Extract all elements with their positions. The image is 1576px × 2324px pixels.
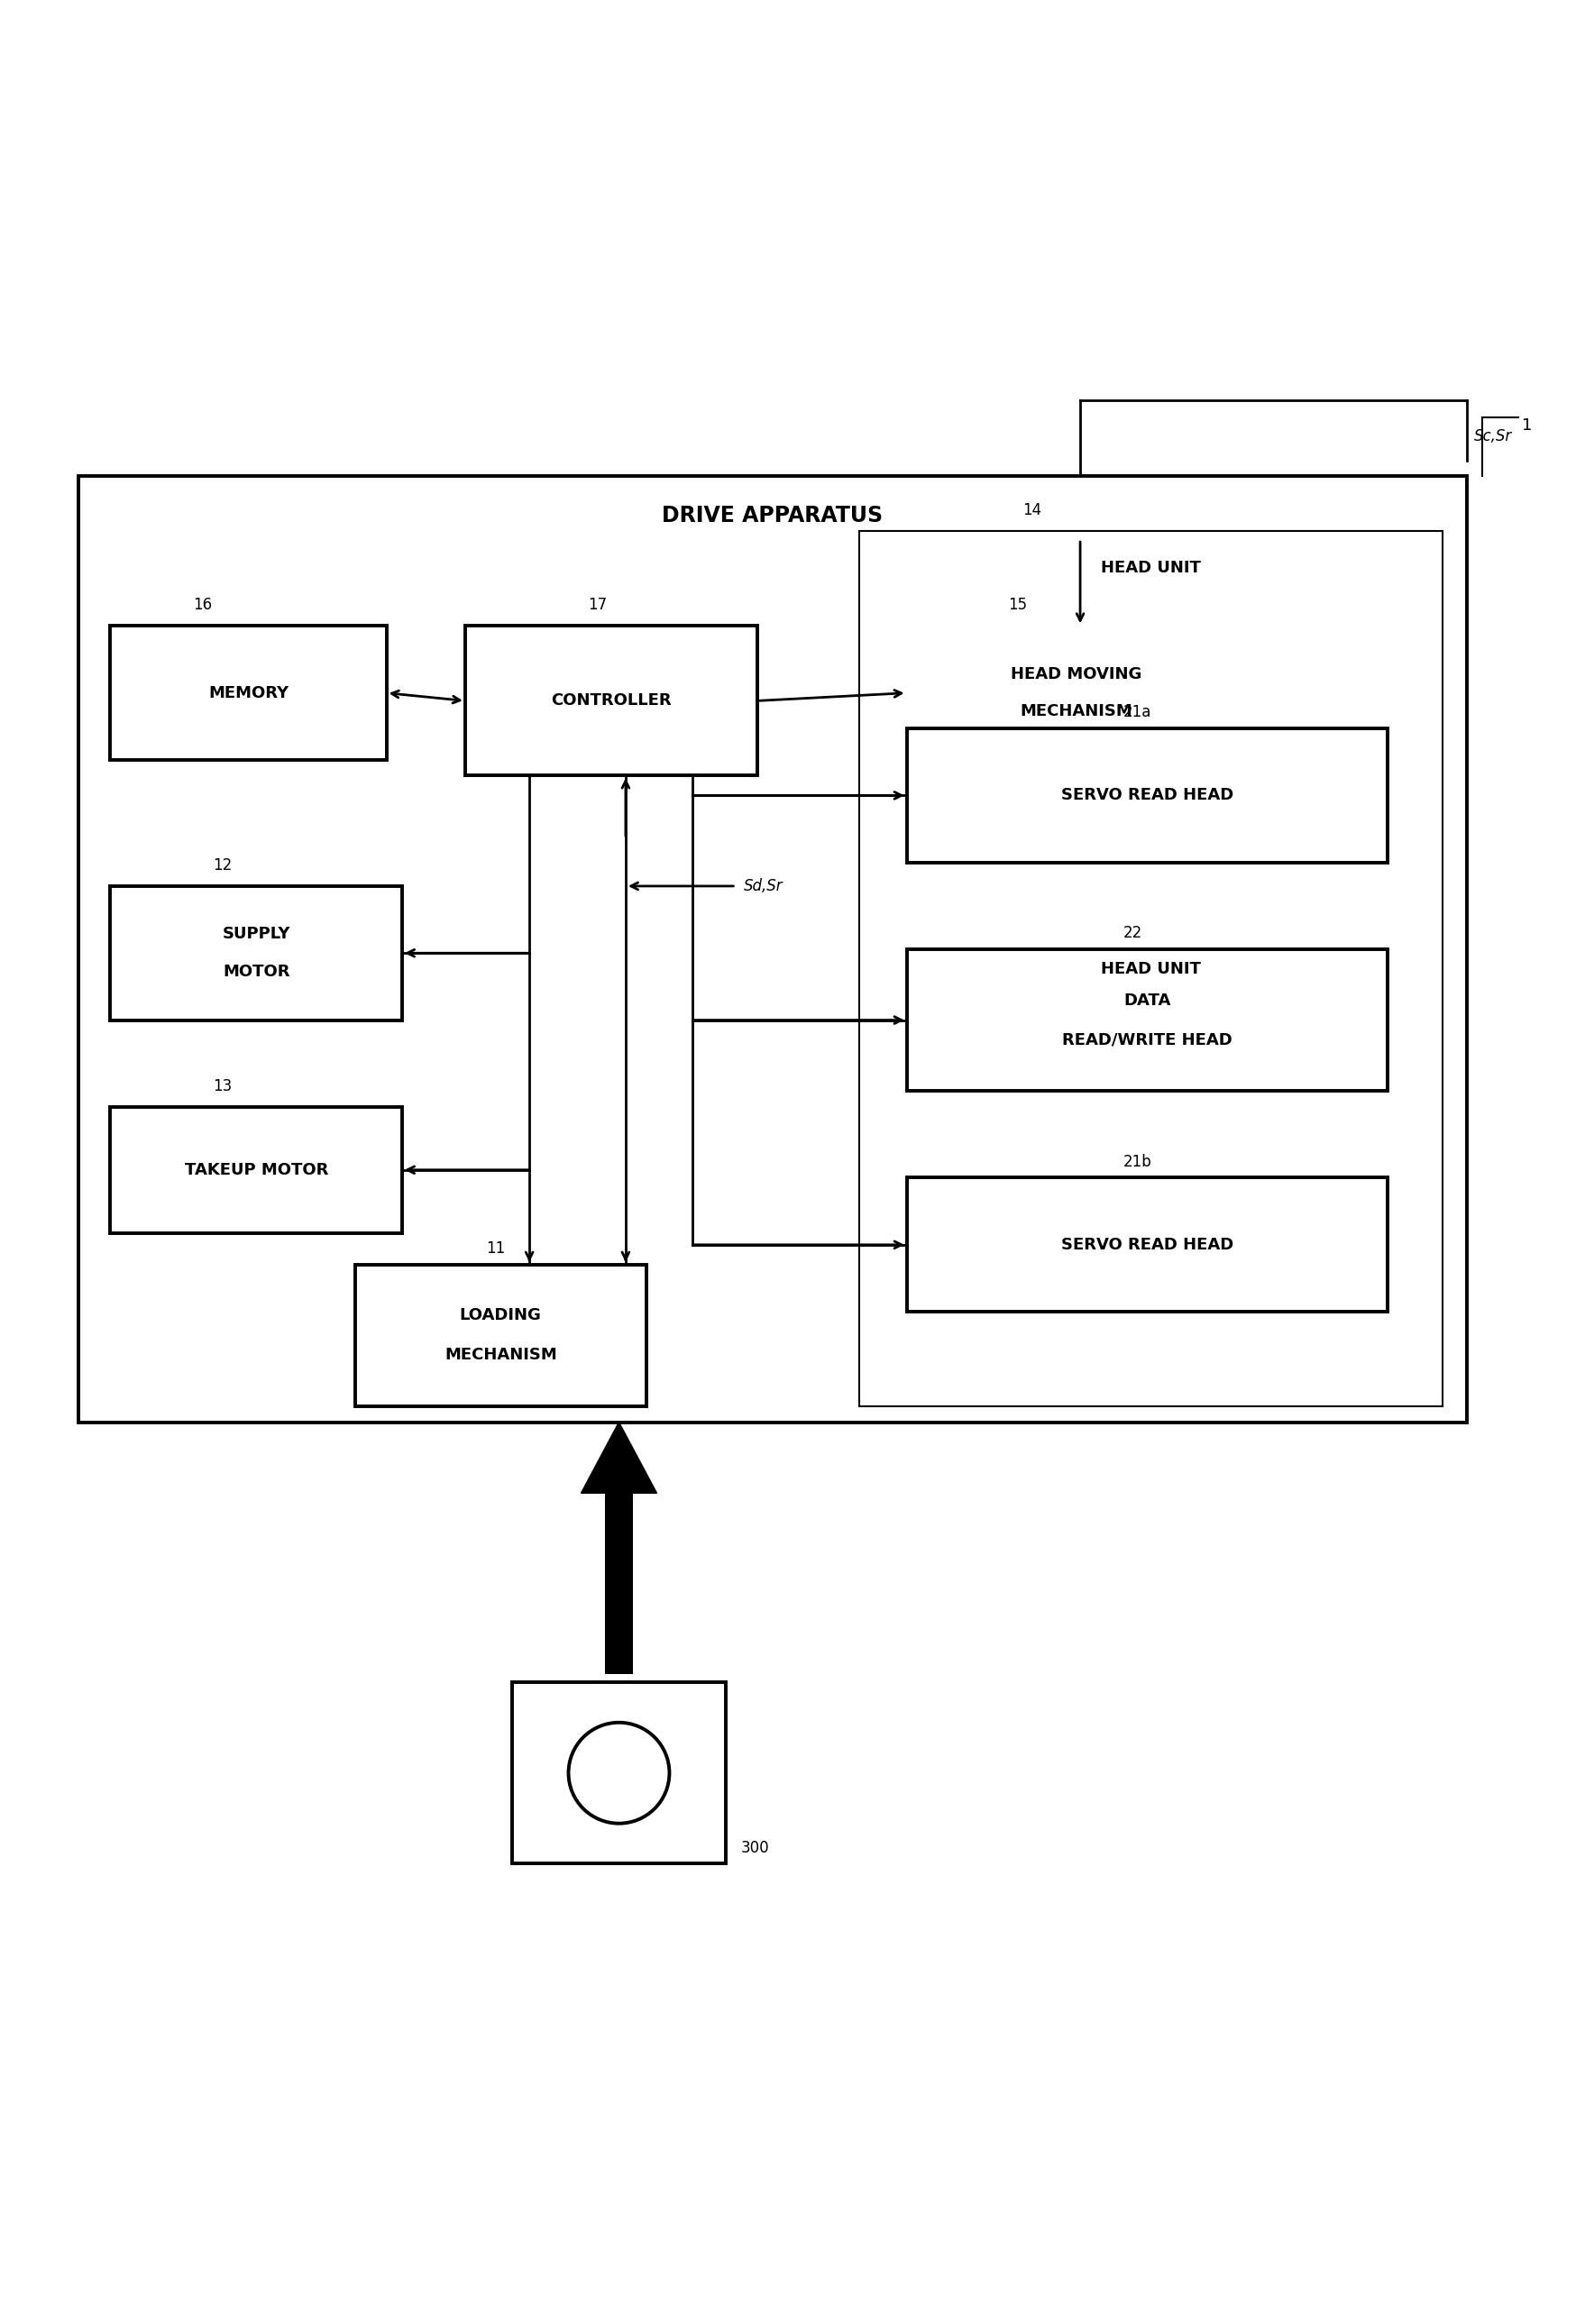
Bar [605,1492,632,1673]
Bar [906,625,1245,760]
Text: SUPPLY: SUPPLY [222,927,290,944]
Polygon shape [580,1422,656,1492]
Text: MECHANISM: MECHANISM [1020,704,1132,720]
Text: 1: 1 [1521,418,1532,435]
Text: TAKEUP MOTOR: TAKEUP MOTOR [184,1162,328,1178]
Text: Sc,Sr: Sc,Sr [1474,428,1511,444]
Bar [906,948,1387,1090]
Text: SERVO READ HEAD: SERVO READ HEAD [1061,1236,1232,1253]
Bar [110,885,402,1020]
Text: CONTROLLER: CONTROLLER [550,693,671,709]
Text: 11: 11 [485,1241,504,1257]
Bar [465,625,756,776]
Text: SERVO READ HEAD: SERVO READ HEAD [1061,788,1232,804]
Text: 14: 14 [1023,502,1042,518]
Text: 21b: 21b [1122,1153,1150,1169]
Bar [110,625,386,760]
Text: HEAD UNIT: HEAD UNIT [1100,560,1201,576]
Bar [859,532,1442,1406]
Text: HEAD UNIT: HEAD UNIT [1100,960,1201,976]
Text: MECHANISM: MECHANISM [444,1348,556,1364]
Text: 300: 300 [741,1841,769,1857]
Text: READ/WRITE HEAD: READ/WRITE HEAD [1062,1032,1231,1048]
Text: DATA: DATA [1124,992,1169,1009]
Bar [79,476,1466,1422]
Bar [906,1178,1387,1311]
Bar [355,1264,646,1406]
Text: MEMORY: MEMORY [208,686,288,702]
Text: 17: 17 [588,597,607,614]
Text: 21a: 21a [1122,704,1150,720]
Text: MOTOR: MOTOR [222,964,290,981]
Text: Sd,Sr: Sd,Sr [744,878,783,895]
Text: HEAD MOVING: HEAD MOVING [1010,667,1141,683]
Text: 22: 22 [1122,925,1141,941]
Text: 12: 12 [213,858,232,874]
Bar [110,1106,402,1234]
Bar [512,1683,725,1864]
Text: 13: 13 [213,1078,232,1095]
Bar [906,727,1387,862]
Text: DRIVE APPARATUS: DRIVE APPARATUS [662,504,883,525]
Text: 15: 15 [1007,597,1028,614]
Text: 16: 16 [192,597,213,614]
Text: LOADING: LOADING [460,1308,541,1325]
